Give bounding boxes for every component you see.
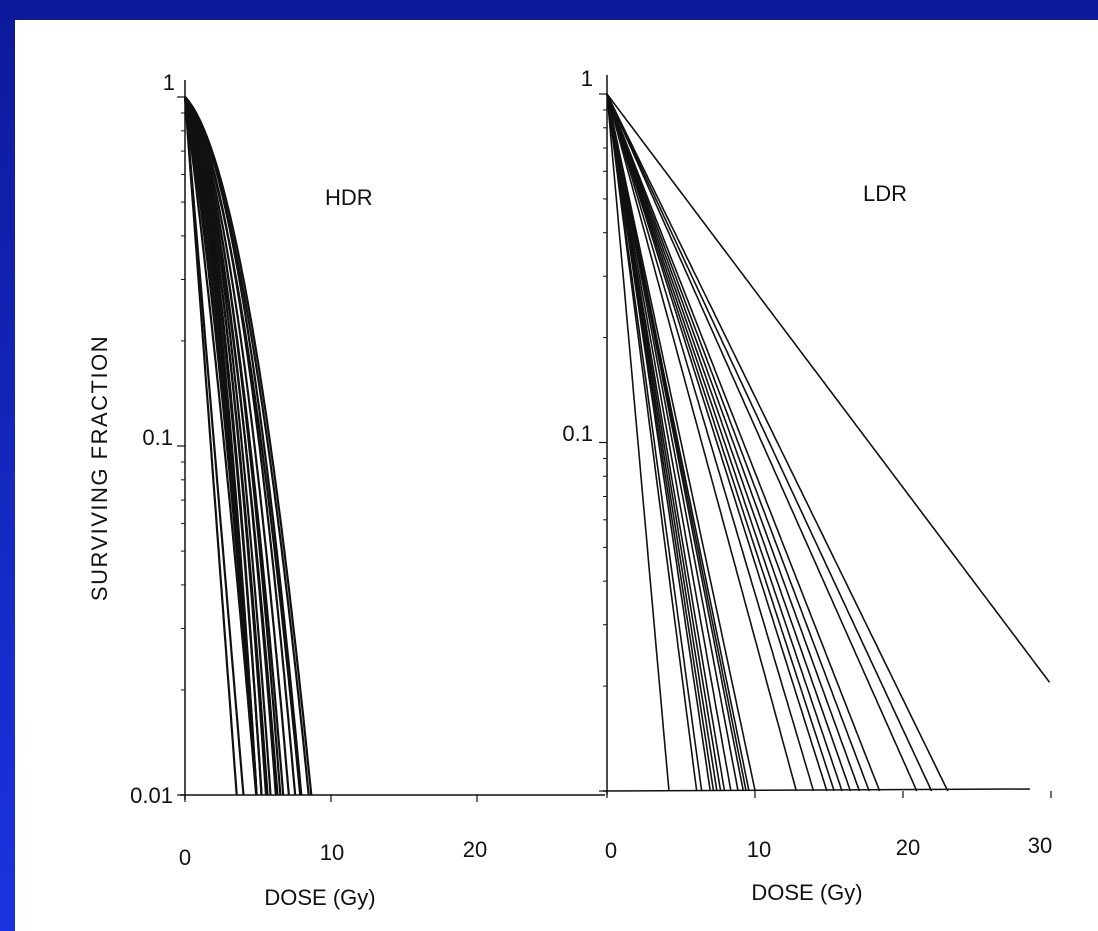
hdr-x-tick-label: 0 xyxy=(179,845,191,870)
hdr-y-axis-label: SURVIVING FRACTION xyxy=(87,335,112,601)
hdr-survival-curve-23 xyxy=(184,96,313,796)
hdr-survival-curve-3 xyxy=(183,96,258,796)
ldr-survival-curve-22 xyxy=(606,93,870,792)
ldr-survival-curve-18 xyxy=(606,93,835,792)
hdr-y-tick-label: 1 xyxy=(163,70,175,95)
ldr-survival-curve-9 xyxy=(606,93,732,792)
hdr-x-tick-label: 20 xyxy=(463,837,487,862)
hdr-x-ticks: 0 10 20 xyxy=(179,837,487,870)
hdr-survival-curve-12 xyxy=(183,96,269,796)
ldr-x-tick-label: 0 xyxy=(605,838,617,863)
hdr-x-axis-label: DOSE (Gy) xyxy=(264,885,375,910)
ldr-y-tick-label: 0.1 xyxy=(562,421,593,446)
ldr-survival-curve-20 xyxy=(606,93,852,792)
slide-panel: 0 10 20 1 0.1 0.01 HDR DOSE (Gy) SURVIVI… xyxy=(15,20,1098,931)
ldr-y-tick-label: 1 xyxy=(581,66,593,91)
ldr-survival-curve-14 xyxy=(606,93,756,792)
ldr-survival-curve-3 xyxy=(606,93,703,792)
ldr-survival-curve-17 xyxy=(606,93,828,792)
ldr-survival-curve-26 xyxy=(606,93,949,792)
ldr-survival-curve-21 xyxy=(606,93,861,792)
hdr-survival-curve-22 xyxy=(184,96,310,796)
survival-curves-figure: 0 10 20 1 0.1 0.01 HDR DOSE (Gy) SURVIVI… xyxy=(87,66,1052,910)
ldr-survival-curve-8 xyxy=(606,93,726,792)
ldr-panel: 0 10 20 30 1 0.1 LDR DOSE (Gy) xyxy=(562,66,1052,905)
ldr-x-axis-label: DOSE (Gy) xyxy=(751,880,862,905)
ldr-x-tick-label: 30 xyxy=(1028,833,1052,858)
ldr-x-tick-label: 10 xyxy=(747,837,771,862)
ldr-x-ticks: 0 10 20 30 xyxy=(605,833,1052,863)
ldr-survival-curve-15 xyxy=(606,93,798,792)
ldr-survival-curve-19 xyxy=(606,93,843,792)
hdr-y-tick-label: 0.01 xyxy=(130,783,173,808)
hdr-survival-curve-16 xyxy=(183,96,279,796)
hdr-survival-curve-21 xyxy=(184,96,302,796)
hdr-y-ticks: 1 0.1 0.01 xyxy=(130,70,175,808)
ldr-survival-curve-24 xyxy=(606,93,918,792)
ldr-x-tick-label: 20 xyxy=(896,835,920,860)
ldr-survival-curve-13 xyxy=(606,93,750,792)
ldr-survival-curve-27 xyxy=(606,93,1051,683)
ldr-curves xyxy=(599,93,1052,798)
ldr-y-ticks: 1 0.1 xyxy=(562,66,593,446)
ldr-survival-curve-1 xyxy=(606,93,670,792)
hdr-survival-curve-2 xyxy=(183,96,245,796)
hdr-panel-annotation: HDR xyxy=(325,185,373,210)
ldr-survival-curve-23 xyxy=(606,93,881,792)
hdr-curves xyxy=(177,96,478,802)
ldr-survival-curve-10 xyxy=(606,93,739,792)
ldr-survival-curve-16 xyxy=(606,93,815,792)
hdr-panel: 0 10 20 1 0.1 0.01 HDR DOSE (Gy) SURVIVI… xyxy=(87,70,605,910)
ldr-panel-annotation: LDR xyxy=(863,181,907,206)
hdr-x-tick-label: 10 xyxy=(320,840,344,865)
ldr-survival-curve-25 xyxy=(606,93,933,792)
hdr-y-tick-label: 0.1 xyxy=(142,425,173,450)
hdr-survival-curve-17 xyxy=(184,96,285,796)
ldr-x-axis xyxy=(602,788,1031,792)
ldr-survival-curve-2 xyxy=(606,93,698,792)
